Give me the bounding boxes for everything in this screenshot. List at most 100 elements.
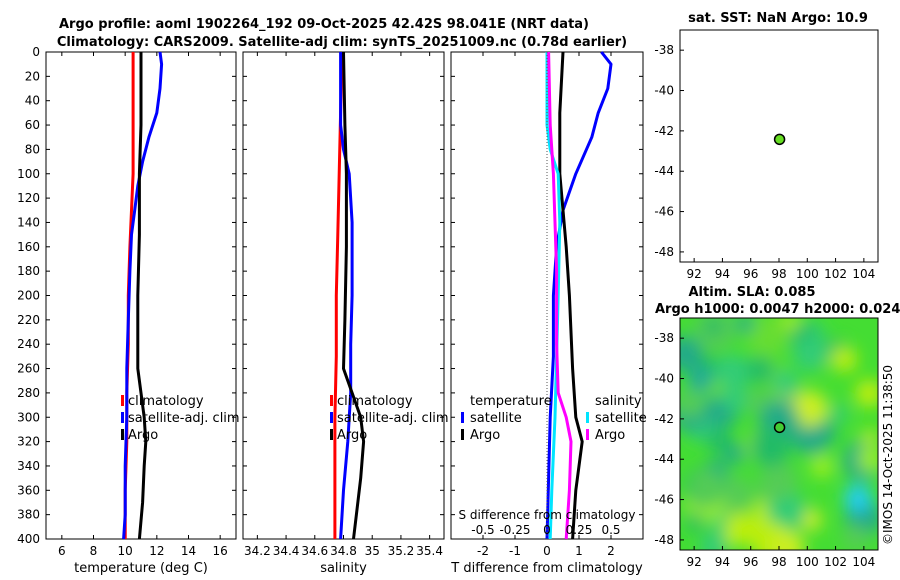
diff-series-temperature-argo: [558, 51, 584, 540]
sla-blob: [707, 428, 733, 453]
legend-salinity-panel: climatology satellite-adj. clim Argo: [330, 394, 449, 443]
legend-sal-argo: Argo: [595, 428, 625, 443]
sla-field: [680, 318, 878, 550]
sla-blob: [759, 462, 798, 501]
sla-ytick-label: -46: [654, 493, 674, 507]
depth-tick-label: 280: [17, 386, 40, 400]
difference-panel: -2 -1 0 1 2 T difference from climatology S di…: [450, 51, 644, 576]
legend-difference-panel: temperature satellite Argo salinity satellit…: [461, 394, 647, 443]
depth-tick-label: 400: [17, 532, 40, 546]
credit-text: ©IMOS 14-Oct-2025 11:38:50: [881, 365, 895, 545]
depth-tick-label: 220: [17, 313, 40, 327]
sst-map-panel: 92 94 96 98 100 102 104 -38 -40 -42 -44 -46 -48: [654, 29, 879, 281]
sla-map-panel: 92 94 96 98 100 102 104 -38 -40 -42 -44 -46 -48: [654, 317, 879, 569]
depth-tick-label: 240: [17, 337, 40, 351]
temp-xtick-label: 12: [149, 544, 164, 558]
sst-ytick-label: -46: [654, 205, 674, 219]
sla-xtick-label: 98: [771, 555, 786, 569]
legend-temp-satellite: satellite: [470, 411, 522, 426]
depth-tick-label: 0: [32, 45, 40, 59]
sla-blob: [829, 404, 849, 423]
depth-tick-label: 360: [17, 483, 40, 497]
sla-blob: [745, 318, 789, 358]
s-diff-tick-label: -0.5: [471, 523, 494, 537]
legend-label-argo: Argo: [337, 428, 367, 443]
legend-temperature-panel: climatology satellite-adj. clim Argo: [121, 394, 240, 443]
diff-xtick-label: 2: [607, 544, 615, 558]
temp-xtick-label: 16: [213, 544, 228, 558]
temp-series-argo: [136, 52, 148, 540]
legend-label-satellite: satellite-adj. clim: [337, 411, 449, 426]
s-diff-tick-label: 0.25: [566, 523, 593, 537]
sal-xtick-label: 35.2: [388, 544, 415, 558]
sal-series-argo: [342, 51, 366, 540]
sla-blob: [736, 318, 755, 334]
depth-tick-label: 140: [17, 215, 40, 229]
sla-blob: [792, 336, 828, 372]
sla-blob: [699, 532, 728, 550]
sla-xtick-label: 92: [687, 555, 702, 569]
sla-blob: [686, 513, 705, 532]
sst-xtick-label: 96: [743, 267, 758, 281]
sst-ytick-label: -38: [654, 43, 674, 57]
sst-ytick-label: -40: [654, 84, 674, 98]
legend-sal-satellite-swatch: [586, 412, 589, 423]
temp-series-satellite-adj-clim: [122, 51, 164, 540]
sst-ytick-label: -42: [654, 124, 674, 138]
sla-blob: [690, 469, 723, 503]
sla-blob: [680, 335, 703, 372]
sla-blob-teal: [688, 368, 712, 392]
depth-tick-label: 100: [17, 167, 40, 181]
depth-tick-label: 40: [25, 94, 40, 108]
sla-blob: [766, 490, 807, 531]
legend-swatch-satellite: [121, 412, 124, 423]
sal-xtick-label: 35.4: [416, 544, 443, 558]
legend-swatch-argo: [330, 429, 333, 440]
sla-blob: [861, 428, 878, 446]
sla-ytick-label: -48: [654, 533, 674, 547]
depth-tick-label: 380: [17, 508, 40, 522]
depth-tick-label: 340: [17, 459, 40, 473]
temp-xtick-label: 8: [90, 544, 98, 558]
legend-temp-satellite-swatch: [461, 412, 464, 423]
sla-argo-location-marker: [773, 421, 786, 434]
sla-xtick-label: 102: [824, 555, 847, 569]
sst-argo-location-marker: [773, 133, 786, 146]
sla-blob: [773, 369, 800, 396]
sla-field-blobs: [680, 318, 878, 550]
legend-label-climatology: climatology: [337, 394, 413, 409]
sla-blob: [713, 354, 751, 392]
legend-temp-argo: Argo: [470, 428, 500, 443]
sal-series-satellite-adj-clim: [339, 52, 354, 540]
sst-xtick-label: 102: [824, 267, 847, 281]
diff-xlabel: T difference from climatology: [450, 561, 643, 576]
diff-xtick-label: -2: [477, 544, 489, 558]
sal-xlabel: salinity: [320, 561, 367, 576]
sla-xtick-label: 100: [796, 555, 819, 569]
legend-temperature-title: temperature: [470, 394, 552, 409]
sla-blob: [771, 530, 805, 550]
s-diff-tick-label: 0.5: [601, 523, 620, 537]
sal-xtick-label: 34.6: [301, 544, 328, 558]
sla-blob: [680, 389, 705, 419]
salinity-panel: 34.2 34.4 34.6 34.8 35 35.2 35.4 salinity: [242, 51, 445, 576]
temp-xtick-label: 14: [181, 544, 196, 558]
sst-xtick-label: 104: [852, 267, 875, 281]
diff-xtick-label: -1: [509, 544, 521, 558]
sst-xtick-label: 100: [796, 267, 819, 281]
sst-xtick-label: 98: [771, 267, 786, 281]
legend-swatch-climatology: [121, 395, 124, 406]
sla-blob: [831, 346, 858, 373]
depth-tick-label: 60: [25, 118, 40, 132]
sla-blob: [810, 454, 834, 479]
depth-tick-label: 20: [25, 69, 40, 83]
depth-tick-label: 180: [17, 264, 40, 278]
depth-tick-label: 200: [17, 289, 40, 303]
sla-blob-cyan: [844, 484, 872, 512]
sla-blob: [813, 420, 837, 444]
sla-blob: [854, 379, 878, 408]
legend-sal-satellite: satellite: [595, 411, 647, 426]
sla-ytick-label: -38: [654, 331, 674, 345]
legend-sal-argo-swatch: [586, 429, 589, 440]
s-diff-tick-label: -0.25: [499, 523, 530, 537]
